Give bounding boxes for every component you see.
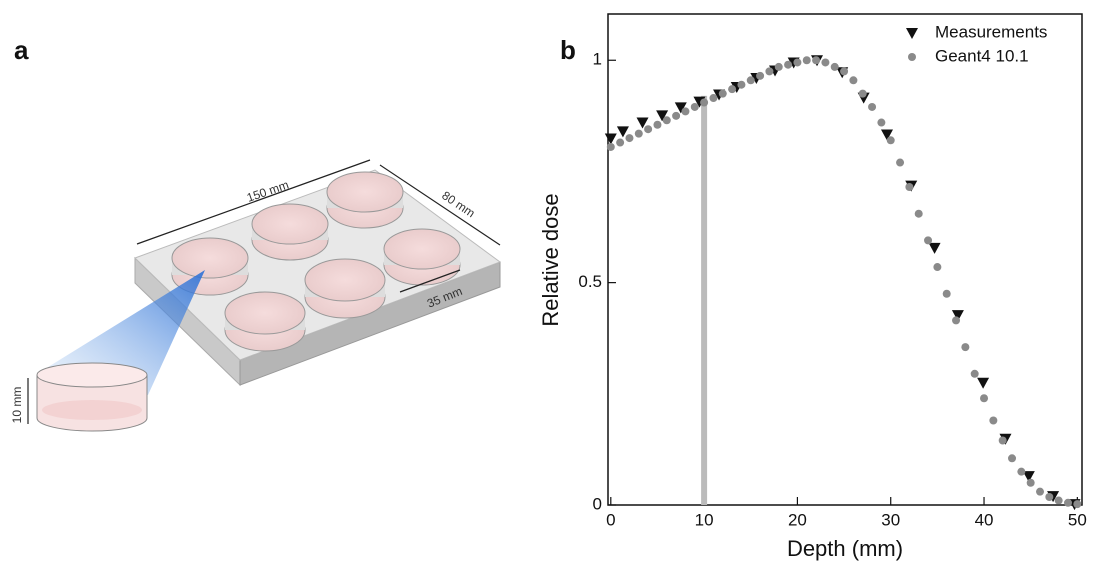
data-point: [951, 310, 964, 322]
y-tick-label: 1: [593, 50, 602, 69]
panel-label: a: [14, 35, 29, 65]
reference-line: [701, 95, 708, 505]
y-axis-label: Relative dose: [538, 193, 563, 326]
legend-label: Measurements: [935, 22, 1047, 41]
data-point: [662, 116, 671, 125]
data-point: [802, 56, 811, 65]
data-point: [914, 209, 923, 218]
data-point: [656, 110, 669, 122]
data-point: [970, 369, 979, 378]
data-point: [765, 67, 774, 76]
x-tick-label: 40: [975, 510, 994, 529]
data-point: [961, 343, 970, 352]
data-point: [672, 111, 681, 120]
data-point: [928, 242, 941, 254]
data-point: [1036, 487, 1045, 496]
data-point: [636, 117, 649, 129]
data-point: [868, 102, 877, 111]
data-point: [989, 416, 998, 425]
data-point: [718, 89, 727, 98]
y-tick-label: 0: [593, 494, 602, 513]
data-point: [998, 436, 1007, 445]
x-tick-label: 10: [695, 510, 714, 529]
data-point: [784, 60, 793, 69]
data-point: [1022, 471, 1035, 483]
data-point: [653, 120, 662, 129]
data-point: [746, 76, 755, 85]
dimension-label: 80 mm: [439, 188, 477, 220]
data-point: [942, 289, 951, 298]
data-point: [634, 129, 643, 138]
data-point: [756, 71, 765, 80]
data-point: [821, 58, 830, 67]
data-point: [709, 94, 718, 103]
plate-illustration: [27, 159, 502, 432]
data-point: [700, 98, 709, 107]
data-point: [924, 236, 933, 245]
x-tick-label: 50: [1068, 510, 1087, 529]
data-point: [674, 102, 687, 114]
data-point: [616, 138, 625, 147]
data-point: [812, 56, 821, 65]
x-axis-label: Depth (mm): [787, 536, 903, 561]
legend-marker: [906, 28, 918, 39]
data-point: [1017, 467, 1026, 476]
data-point: [830, 62, 839, 71]
y-tick-label: 0.5: [578, 272, 602, 291]
data-point: [877, 118, 886, 127]
data-point: [1054, 496, 1063, 505]
data-point: [952, 316, 961, 325]
data-point: [1026, 478, 1035, 487]
data-point: [977, 377, 990, 389]
data-point: [896, 158, 905, 167]
data-point: [774, 62, 783, 71]
data-point: [616, 126, 629, 138]
data-point: [681, 107, 690, 116]
data-point: [858, 89, 867, 98]
plot-frame: [607, 13, 1083, 506]
data-point: [1073, 500, 1082, 509]
legend-label: Geant4 10.1: [935, 46, 1029, 65]
data-point: [905, 183, 914, 192]
data-point: [793, 58, 802, 67]
x-tick-label: 20: [788, 510, 807, 529]
data-point: [886, 136, 895, 145]
x-tick-label: 0: [606, 510, 615, 529]
data-point: [690, 102, 699, 111]
data-point: [737, 80, 746, 89]
x-tick-label: 30: [881, 510, 900, 529]
data-point: [980, 394, 989, 403]
panel-label: b: [560, 35, 576, 65]
data-point: [849, 76, 858, 85]
data-point: [625, 134, 634, 143]
data-point: [880, 129, 893, 141]
data-point: [1008, 454, 1017, 463]
dimension-label: 150 mm: [245, 178, 291, 205]
data-point: [1045, 492, 1054, 501]
data-point: [933, 263, 942, 272]
data-point: [728, 85, 737, 94]
data-point: [606, 142, 615, 151]
dimension-label: 10 mm: [10, 387, 24, 424]
data-point: [1064, 498, 1073, 507]
data-point: [840, 67, 849, 76]
data-point: [644, 125, 653, 134]
legend-marker: [908, 53, 916, 61]
data-point: [604, 133, 617, 145]
